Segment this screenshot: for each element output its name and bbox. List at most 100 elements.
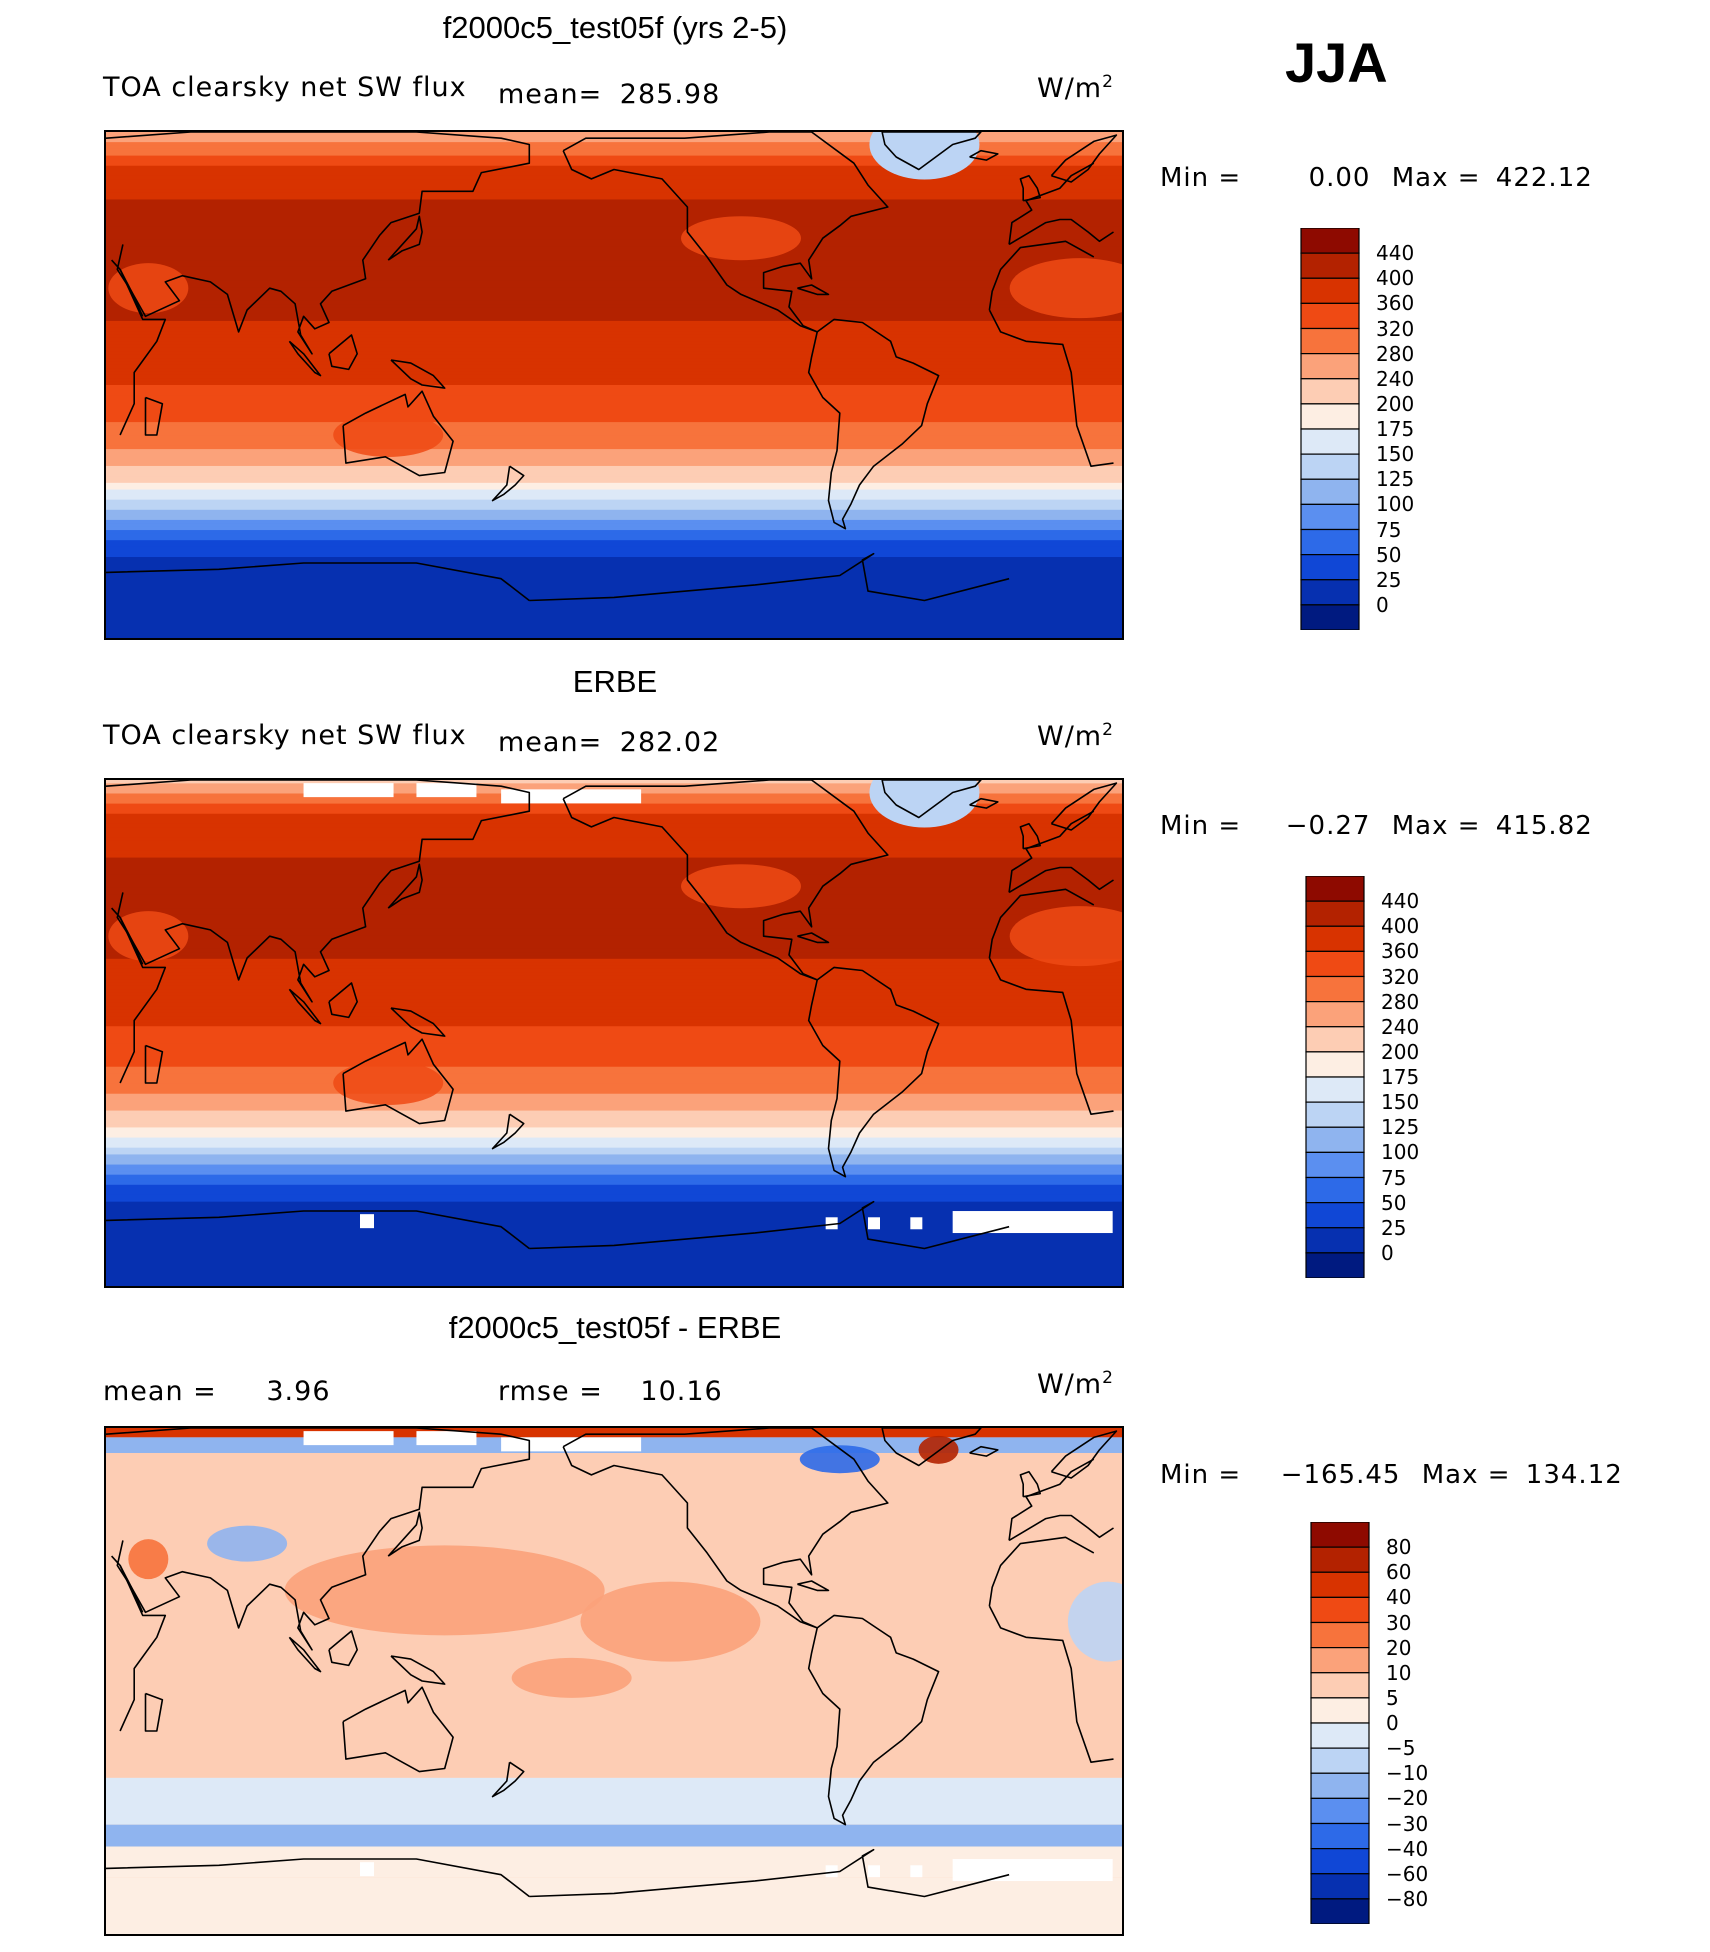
field-band [106,300,1122,305]
field-band [106,617,1122,622]
field-band [106,492,1122,497]
field-band [106,887,1122,892]
field-band [106,881,1122,886]
colorbar-swatches [1305,876,1365,1278]
min-label: Min = [1160,163,1242,193]
coastline [119,917,144,965]
field-band [106,422,1122,427]
field-band [106,1191,1122,1196]
field-band [106,263,1122,268]
field-band [106,621,1122,626]
field-band [106,256,1122,261]
field-band [106,560,1122,565]
field-band [106,631,1122,636]
units-text: W/m [1037,73,1103,104]
field-band [106,1242,1122,1247]
field-band [106,239,1122,244]
field-band [106,1252,1122,1257]
coastline [106,1200,1010,1250]
coastline [328,334,358,371]
field-band [106,378,1122,383]
field-band [106,1130,1122,1135]
units-superscript: 2 [1102,720,1114,740]
colorbar-swatch [1310,1898,1370,1924]
field-band [106,401,1122,406]
field-band [106,1127,1122,1132]
field-band [106,347,1122,352]
coastline [807,966,940,1178]
field-band [106,132,1122,136]
coastline [144,1044,164,1084]
field-band [106,1056,1122,1061]
min-max-readout: Min = −0.27 Max = 415.82 [1160,811,1593,841]
field-band [106,361,1122,366]
field-band [106,408,1122,413]
field-band [106,273,1122,278]
field-band [106,280,1122,285]
colorbar-tick-label: 60 [1386,1560,1412,1585]
missing-data-cell [868,1217,880,1230]
missing-data-cell [416,1431,477,1446]
field-band [106,395,1122,400]
field-band [106,152,1122,157]
mean-label: mean = 3.96 [103,1376,331,1407]
field-band [106,1120,1122,1125]
field-band [106,1097,1122,1102]
colorbar-tick-label: 0 [1386,1711,1399,1735]
panel-title: f2000c5_test05f (yrs 2-5) [442,10,788,45]
missing-data-cell [303,1431,394,1446]
colorbar-tick-label: 320 [1376,316,1415,341]
field-band [106,1174,1122,1179]
coastline [328,1630,358,1667]
obs-colorbar: 440 400 360 320 280 240 200 175 150 125 100 75 50 25 0 [1305,876,1419,1278]
coastline [969,1445,999,1457]
diff-map-plot [106,1428,1122,1934]
greenland-ice-field [869,780,980,828]
field-band [106,476,1122,481]
field-band [106,1167,1122,1172]
colorbar-swatch [1300,228,1360,254]
field-band [106,1022,1122,1027]
field-band [106,1194,1122,1199]
field-band [106,310,1122,315]
colorbar-swatch [1310,1848,1370,1875]
coastline [807,1614,940,1826]
obs-map [104,778,1124,1288]
field-band [106,385,1122,389]
field-band [106,283,1122,288]
field-band [106,233,1122,238]
field-band [106,449,1122,454]
field-band [106,573,1122,578]
coastline [390,1655,446,1685]
field-band [106,938,1122,943]
colorbar-swatch [1300,403,1360,430]
field-band [106,1026,1122,1031]
units-text: W/m [1037,1369,1103,1400]
colorbar-swatch [1300,327,1360,355]
field-band [106,364,1122,369]
colorbar-swatch [1300,353,1360,380]
colorbar-tick-label: 320 [1381,964,1420,989]
field-band [106,584,1122,588]
field-band [106,442,1122,447]
field-band [106,833,1122,838]
coastline [881,132,982,171]
field-band [106,1029,1122,1034]
mean-value: 285.98 [619,79,721,110]
field-band [106,1053,1122,1058]
field-band [106,1006,1122,1010]
field-band [106,563,1122,568]
field-band [106,898,1122,903]
field-band [106,992,1122,997]
field-band [106,810,1122,815]
field-band [106,496,1122,501]
field-band [106,1066,1122,1071]
field-band [106,1039,1122,1044]
field-band [106,513,1122,518]
field-band [106,854,1122,859]
field-band [106,179,1122,184]
colorbar-tick-label: 150 [1381,1090,1420,1115]
field-band [106,253,1122,258]
colorbar-swatch [1305,1227,1365,1254]
field-band [106,627,1122,632]
